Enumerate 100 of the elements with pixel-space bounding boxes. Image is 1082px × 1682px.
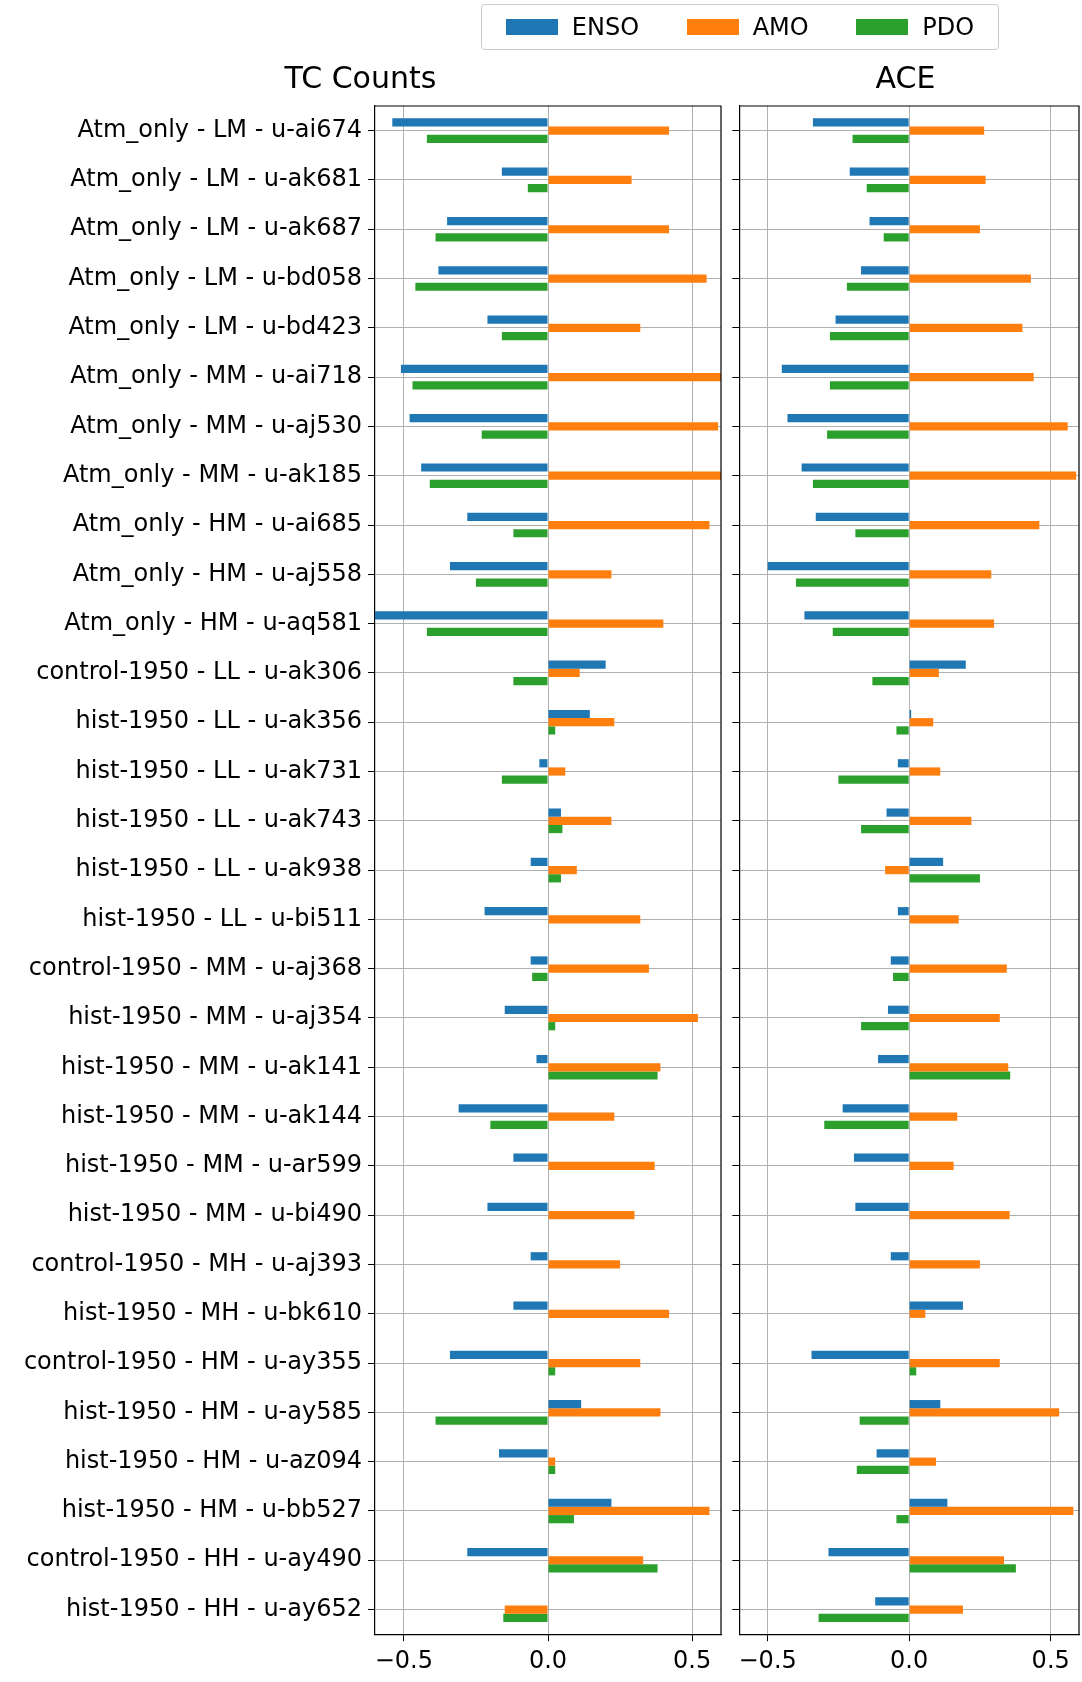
bar	[856, 1465, 909, 1474]
y-tick-label: Atm_only - MM - u-ak185	[62, 459, 362, 488]
bar	[909, 373, 1034, 382]
bar	[548, 1358, 641, 1368]
y-tick-label: hist-1950 - LL - u-ak743	[75, 805, 362, 834]
bar	[872, 677, 909, 686]
bar	[909, 422, 1068, 431]
bar	[852, 134, 909, 143]
bar	[853, 1153, 909, 1162]
y-tick-label: hist-1950 - MH - u-bk610	[63, 1298, 362, 1327]
y-tick-label: hist-1950 - MM - u-ak144	[60, 1100, 362, 1129]
bar	[824, 1120, 909, 1129]
bar	[421, 463, 548, 472]
bar	[548, 1556, 644, 1565]
chart-title: TC Counts	[283, 59, 437, 95]
bar	[909, 668, 939, 678]
x-tick-label: 0.5	[673, 1645, 712, 1674]
bar	[909, 660, 966, 669]
legend-label: ENSO	[571, 13, 640, 41]
bar	[530, 1252, 548, 1261]
bar	[447, 216, 548, 226]
y-tick-label: Atm_only - LM - u-ai674	[77, 114, 362, 143]
bar	[426, 134, 548, 143]
bar	[909, 323, 1023, 332]
bar	[548, 964, 649, 973]
bar	[829, 331, 909, 341]
bar	[896, 726, 909, 735]
bar	[815, 512, 909, 521]
bar	[846, 282, 909, 291]
bar	[501, 331, 548, 341]
bar	[886, 808, 909, 817]
bar	[909, 1564, 1016, 1573]
bar	[909, 767, 941, 776]
bar	[890, 956, 909, 965]
legend-label: AMO	[752, 13, 809, 41]
bar	[890, 1252, 909, 1261]
bar	[909, 570, 992, 579]
bar	[896, 1515, 909, 1524]
bar	[548, 1400, 582, 1409]
bar	[887, 1005, 909, 1014]
bar	[548, 767, 566, 776]
bar	[548, 726, 556, 735]
bar	[487, 315, 548, 324]
bar	[909, 1605, 963, 1614]
bar	[548, 1161, 655, 1170]
bar	[909, 175, 986, 185]
bar	[548, 570, 612, 579]
bar	[458, 1104, 548, 1113]
bar	[818, 1613, 909, 1622]
y-tick-label: hist-1950 - MM - u-aj354	[68, 1002, 362, 1031]
y-tick-label: Atm_only - LM - u-bd423	[68, 312, 362, 341]
bar	[467, 512, 548, 521]
bar	[893, 972, 909, 982]
bar	[400, 364, 548, 374]
bar	[548, 520, 710, 530]
x-tick-label: 0.0	[890, 1645, 929, 1674]
bar	[801, 463, 909, 472]
bar	[548, 660, 606, 669]
bar	[548, 1408, 661, 1417]
chart-title: ACE	[875, 59, 936, 95]
y-tick-label: hist-1950 - LL - u-bi511	[82, 903, 362, 932]
bar	[909, 1211, 1010, 1220]
bar	[909, 471, 1077, 480]
bar	[909, 1498, 948, 1507]
bar	[412, 381, 548, 390]
bar	[484, 907, 548, 916]
bar	[842, 1104, 909, 1113]
bar	[909, 1408, 1060, 1417]
bar	[859, 1416, 909, 1425]
bar	[855, 529, 909, 538]
bar	[878, 1054, 909, 1064]
bar	[475, 578, 548, 587]
bar	[548, 1260, 621, 1269]
bar	[504, 1005, 548, 1014]
y-tick-label: Atm_only - MM - u-aj530	[70, 410, 362, 439]
bar	[539, 759, 548, 768]
bar	[897, 759, 909, 768]
y-tick-label: hist-1950 - LL - u-ak356	[75, 706, 362, 735]
bar	[866, 184, 909, 193]
bar	[909, 619, 995, 628]
y-tick-label: control-1950 - MM - u-aj368	[28, 952, 362, 981]
bar	[861, 266, 909, 275]
bar	[804, 611, 909, 620]
bar	[909, 1260, 980, 1269]
bar	[429, 479, 548, 489]
bar	[527, 184, 548, 193]
bar	[481, 430, 548, 439]
bar	[909, 1400, 941, 1409]
bar	[909, 718, 934, 727]
y-tick-label: hist-1950 - HM - u-az094	[64, 1445, 362, 1474]
bar	[832, 627, 909, 636]
bar	[811, 1350, 909, 1359]
bar	[536, 1054, 548, 1064]
bar	[504, 1605, 548, 1614]
y-tick-label: hist-1950 - MM - u-ar599	[64, 1150, 362, 1179]
bar	[909, 1556, 1004, 1565]
bar	[909, 126, 985, 135]
bar	[530, 857, 548, 866]
bar	[883, 233, 909, 242]
x-tick-label: 0.5	[1031, 1645, 1070, 1674]
